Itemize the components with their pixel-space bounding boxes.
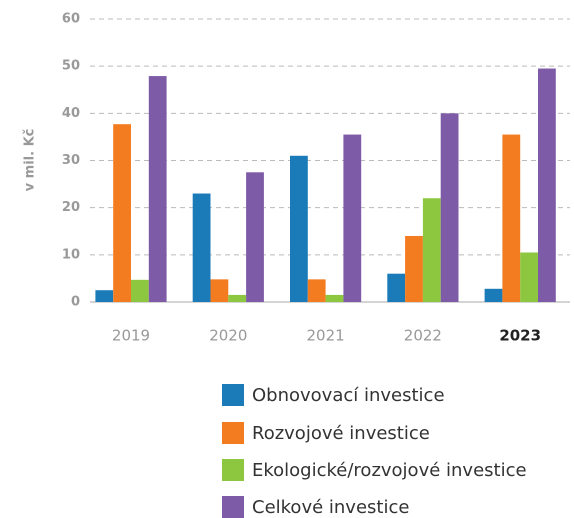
bar [422, 198, 441, 302]
bar [228, 294, 247, 302]
legend-swatch [222, 459, 244, 481]
legend-label: Celkové investice [252, 497, 409, 518]
legend-swatch [222, 384, 244, 406]
y-tick-label: 40 [62, 106, 80, 121]
bar [405, 235, 423, 302]
bar [325, 294, 344, 302]
legend-label: Ekologické/rozvojové investice [252, 460, 527, 481]
bar [440, 113, 459, 302]
y-tick-label: 60 [62, 12, 80, 27]
bar [192, 193, 211, 302]
legend-label: Obnovovací investice [252, 385, 445, 406]
bar [148, 76, 167, 303]
bar [113, 124, 131, 302]
x-tick-label: 2021 [307, 327, 345, 345]
y-tick-label: 20 [62, 200, 80, 215]
bar [502, 134, 521, 302]
y-tick-label: 50 [62, 59, 80, 74]
x-tick-label: 2020 [209, 327, 247, 345]
legend-swatch [222, 496, 244, 518]
y-tick-label: 0 [71, 295, 80, 310]
bar [290, 155, 308, 302]
bar [210, 279, 229, 302]
bar [307, 279, 326, 302]
bar [246, 172, 264, 302]
legend-label: Rozvojové investice [252, 423, 430, 444]
bar [538, 68, 556, 303]
y-tick-label: 10 [62, 247, 80, 262]
bar [343, 134, 362, 302]
bar [131, 279, 149, 302]
y-axis-label: v mil. Kč [23, 129, 38, 192]
bar [484, 288, 503, 302]
x-tick-label: 2019 [112, 327, 150, 345]
y-tick-label: 30 [62, 153, 80, 168]
bar [387, 273, 406, 302]
x-tick-label: 2023 [499, 327, 541, 345]
bar [520, 252, 538, 302]
legend-swatch [222, 422, 244, 444]
bar [95, 290, 114, 302]
x-tick-label: 2022 [404, 327, 442, 345]
